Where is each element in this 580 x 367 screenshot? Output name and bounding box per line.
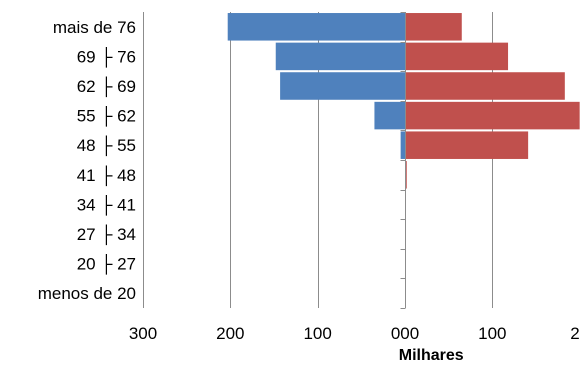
category-label: 69 ├ 76 <box>77 46 136 68</box>
x-tick-label: 100 <box>303 324 331 343</box>
x-tick-label: 200 <box>216 324 244 343</box>
left-bar-6 <box>374 101 405 130</box>
category-label: 41 ├ 48 <box>77 165 136 187</box>
right-bar-6 <box>405 101 580 130</box>
category-label: 34 ├ 41 <box>77 194 136 216</box>
right-bar-5 <box>405 131 529 159</box>
category-label: 62 ├ 69 <box>77 76 136 98</box>
x-tick-labels: 300 200 100 000 100 20 <box>129 324 580 343</box>
category-labels: menos de 20 20 ├ 27 27 ├ 34 34 ├ 41 41 ├ 48 4… <box>38 18 136 303</box>
category-label: menos de 20 <box>38 284 136 303</box>
x-tick-label: 300 <box>129 324 157 343</box>
x-axis-title: Milhares <box>399 347 464 364</box>
left-bar-7 <box>280 72 405 100</box>
x-tick-label: 000 <box>391 324 419 343</box>
left-bar-9 <box>227 13 405 41</box>
right-bar-7 <box>405 72 565 100</box>
category-label: 55 ├ 62 <box>77 106 136 128</box>
right-bar-8 <box>405 42 509 71</box>
left-bar-5 <box>400 131 405 159</box>
x-tick-label: 100 <box>478 324 506 343</box>
category-label: 48 ├ 55 <box>77 135 136 157</box>
category-label: mais de 76 <box>53 18 136 37</box>
x-tick-label: 20 <box>570 324 580 343</box>
bars <box>227 13 580 189</box>
category-label: 20 ├ 27 <box>77 254 136 276</box>
category-label: 27 ├ 34 <box>77 224 136 246</box>
right-bar-9 <box>405 13 462 41</box>
category-axis <box>400 12 406 309</box>
left-bar-8 <box>275 42 405 71</box>
